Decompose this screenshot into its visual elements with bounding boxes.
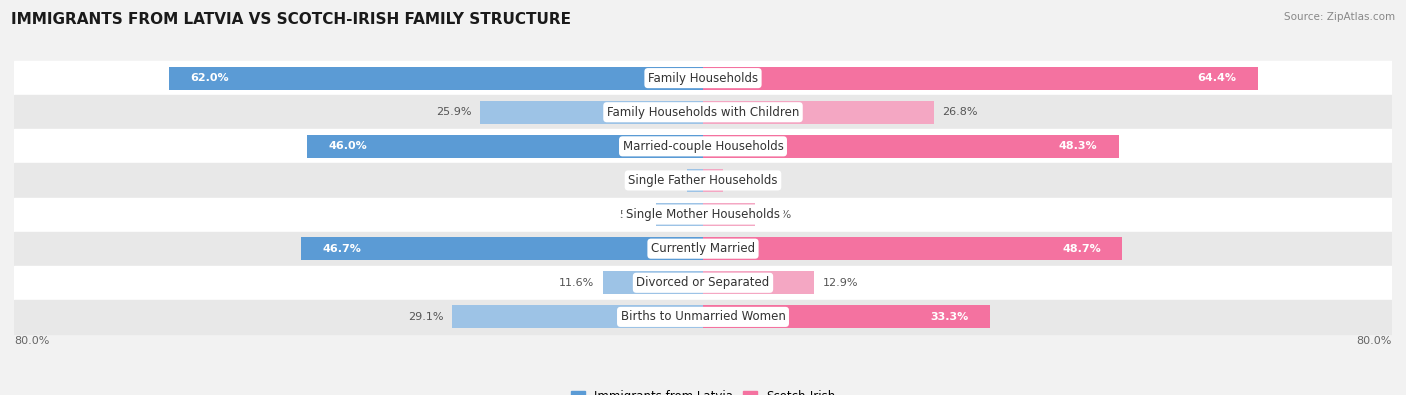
Bar [703, 305, 990, 329]
Bar [14, 95, 1392, 129]
Bar [703, 66, 1257, 90]
Bar [703, 237, 1122, 260]
Text: 12.9%: 12.9% [823, 278, 858, 288]
Bar [14, 61, 1392, 95]
Bar [703, 169, 723, 192]
Bar [703, 203, 755, 226]
Text: Currently Married: Currently Married [651, 242, 755, 255]
Bar [686, 169, 703, 192]
Text: 46.7%: 46.7% [322, 244, 361, 254]
Text: Births to Unmarried Women: Births to Unmarried Women [620, 310, 786, 324]
Bar [703, 101, 934, 124]
Text: 62.0%: 62.0% [191, 73, 229, 83]
Text: Family Households: Family Households [648, 71, 758, 85]
Bar [169, 66, 703, 90]
Text: 80.0%: 80.0% [1357, 337, 1392, 346]
Text: 2.3%: 2.3% [731, 175, 759, 185]
Bar [301, 237, 703, 260]
Text: IMMIGRANTS FROM LATVIA VS SCOTCH-IRISH FAMILY STRUCTURE: IMMIGRANTS FROM LATVIA VS SCOTCH-IRISH F… [11, 12, 571, 27]
Text: 64.4%: 64.4% [1197, 73, 1236, 83]
Text: Family Households with Children: Family Households with Children [607, 106, 799, 119]
Text: 46.0%: 46.0% [329, 141, 367, 151]
Bar [14, 266, 1392, 300]
Text: 33.3%: 33.3% [929, 312, 969, 322]
Text: 1.9%: 1.9% [650, 175, 678, 185]
Bar [14, 300, 1392, 334]
Text: 80.0%: 80.0% [14, 337, 49, 346]
Text: 11.6%: 11.6% [560, 278, 595, 288]
Bar [14, 164, 1392, 198]
Bar [703, 271, 814, 294]
Bar [479, 101, 703, 124]
Text: 48.7%: 48.7% [1062, 244, 1101, 254]
Text: Source: ZipAtlas.com: Source: ZipAtlas.com [1284, 12, 1395, 22]
Text: 5.5%: 5.5% [619, 210, 647, 220]
Text: 29.1%: 29.1% [408, 312, 444, 322]
Bar [14, 231, 1392, 266]
Bar [603, 271, 703, 294]
Bar [655, 203, 703, 226]
Text: Married-couple Households: Married-couple Households [623, 140, 783, 153]
Bar [14, 129, 1392, 164]
Bar [14, 198, 1392, 231]
Text: Divorced or Separated: Divorced or Separated [637, 276, 769, 289]
Text: 26.8%: 26.8% [942, 107, 979, 117]
Text: Single Father Households: Single Father Households [628, 174, 778, 187]
Text: 48.3%: 48.3% [1059, 141, 1098, 151]
Text: Single Mother Households: Single Mother Households [626, 208, 780, 221]
Text: 25.9%: 25.9% [436, 107, 471, 117]
Bar [453, 305, 703, 329]
Bar [703, 135, 1119, 158]
Bar [307, 135, 703, 158]
Legend: Immigrants from Latvia, Scotch-Irish: Immigrants from Latvia, Scotch-Irish [565, 385, 841, 395]
Text: 6.0%: 6.0% [763, 210, 792, 220]
